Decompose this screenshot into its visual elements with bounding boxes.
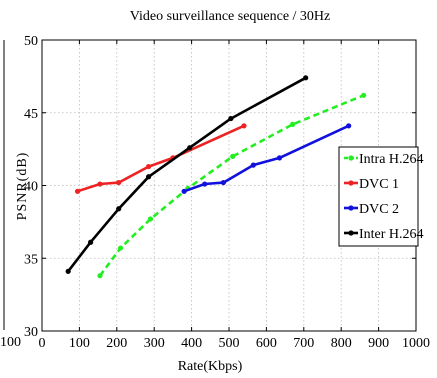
x-tick-label: 600 bbox=[256, 336, 277, 351]
x-axis-label: Rate(Kbps) bbox=[178, 359, 243, 374]
x-tick-label: 400 bbox=[181, 336, 202, 351]
legend-marker-inter-h-264 bbox=[348, 230, 354, 236]
legend-label-dvc-1: DVC 1 bbox=[359, 177, 399, 192]
data-point-dvc-2 bbox=[202, 181, 208, 187]
x-tick-label: 100 bbox=[69, 336, 90, 351]
x-tick-label: 500 bbox=[219, 336, 240, 351]
data-point-dvc-2 bbox=[220, 179, 226, 186]
legend-marker-intra-h-264 bbox=[348, 155, 354, 161]
data-point-inter-h-264 bbox=[303, 75, 309, 81]
data-point-intra-h-264 bbox=[147, 216, 154, 222]
left-panel-fragment: 100 bbox=[0, 40, 21, 350]
data-point-inter-h-264 bbox=[187, 145, 193, 151]
y-tick-label: 50 bbox=[24, 34, 38, 49]
y-tick-label: 45 bbox=[24, 107, 38, 122]
legend-label-intra-h-264: Intra H.264 bbox=[359, 152, 424, 167]
legend-marker-dvc-1 bbox=[348, 180, 354, 186]
legend-marker-dvc-2 bbox=[348, 205, 354, 211]
y-tick-label: 40 bbox=[24, 180, 38, 195]
data-point-dvc-1 bbox=[74, 188, 81, 194]
data-point-dvc-1 bbox=[97, 181, 103, 187]
data-point-dvc-2 bbox=[276, 155, 283, 161]
data-point-dvc-1 bbox=[116, 179, 122, 186]
x-tick-label: 300 bbox=[144, 336, 165, 351]
data-point-inter-h-264 bbox=[65, 268, 71, 274]
series-line-inter-h-264 bbox=[67, 76, 307, 273]
legend-label-dvc-2: DVC 2 bbox=[359, 202, 399, 217]
data-point-intra-h-264 bbox=[230, 153, 236, 159]
data-point-dvc-2 bbox=[250, 162, 256, 168]
data-point-inter-h-264 bbox=[145, 174, 152, 180]
x-tick-label: 200 bbox=[106, 336, 127, 351]
left-panel-tick-label: 100 bbox=[0, 335, 21, 350]
data-point-inter-h-264 bbox=[116, 206, 122, 212]
series-layer bbox=[65, 75, 367, 279]
data-point-intra-h-264 bbox=[361, 92, 367, 98]
data-point-inter-h-264 bbox=[88, 239, 94, 245]
data-point-intra-h-264 bbox=[289, 121, 296, 127]
legend-label-inter-h-264: Inter H.264 bbox=[359, 227, 424, 242]
x-tick-label: 800 bbox=[331, 336, 352, 351]
y-tick-label: 30 bbox=[24, 325, 38, 340]
legend-box bbox=[338, 146, 419, 247]
data-point-inter-h-264 bbox=[228, 115, 234, 122]
chart-title: Video surveillance sequence / 30Hz bbox=[130, 9, 331, 24]
data-point-dvc-2 bbox=[346, 123, 352, 129]
x-tick-label: 700 bbox=[293, 336, 314, 351]
series-line-dvc-2 bbox=[183, 124, 350, 193]
x-tick-label: 900 bbox=[368, 336, 389, 351]
y-axis-label: PSNR(dB) bbox=[15, 152, 30, 221]
axis-ticks: 0 100 200 300 400 500 600 700 800 900 1000 30 35 40 45… bbox=[24, 34, 430, 351]
data-point-dvc-2 bbox=[181, 188, 187, 194]
data-point-intra-h-264 bbox=[117, 245, 124, 251]
series-line-dvc-1 bbox=[77, 124, 245, 193]
data-point-dvc-1 bbox=[241, 123, 247, 129]
data-point-intra-h-264 bbox=[97, 273, 103, 279]
legend: Intra H.264 DVC 1 DVC 2 Inter H.264 bbox=[338, 146, 424, 247]
x-tick-label: 1000 bbox=[402, 336, 430, 351]
y-tick-label: 35 bbox=[24, 252, 38, 267]
data-point-dvc-1 bbox=[145, 163, 152, 170]
x-tick-label: 0 bbox=[39, 336, 46, 351]
